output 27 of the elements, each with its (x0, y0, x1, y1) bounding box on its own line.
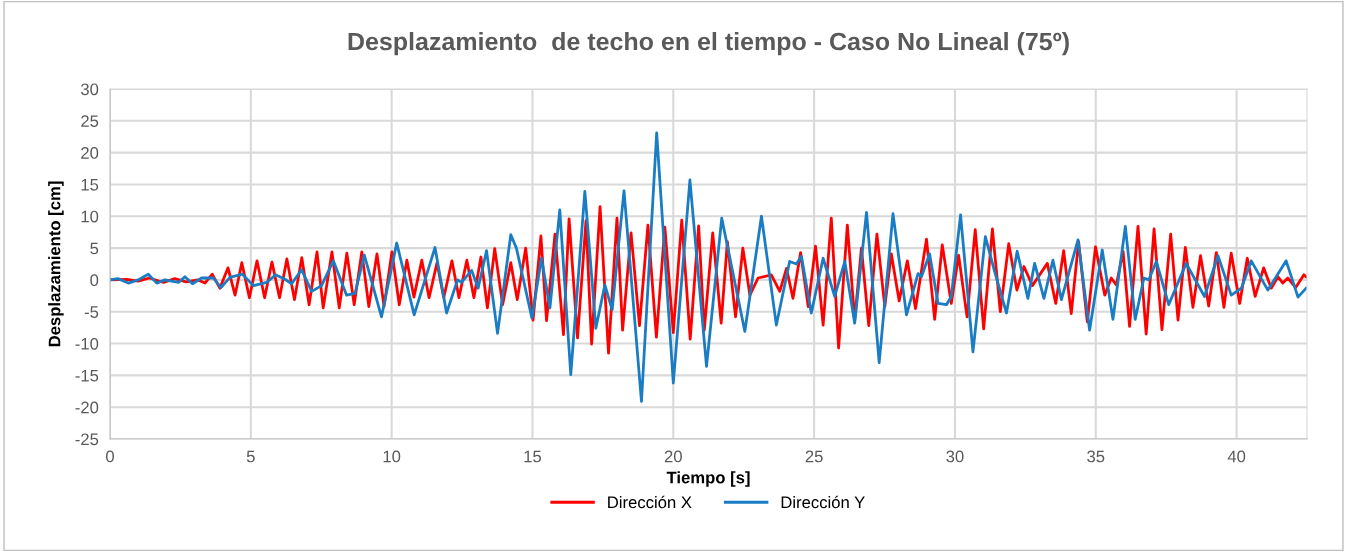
y-tick-label: -25 (75, 433, 99, 446)
x-tick-label: 10 (383, 450, 401, 463)
x-tick-label: 30 (946, 450, 964, 463)
y-tick-label: 30 (80, 83, 99, 96)
legend-label: Dirección Y (781, 495, 865, 509)
y-tick-label: -15 (75, 369, 99, 382)
y-tick-label: 25 (81, 115, 99, 128)
x-tick-label: 25 (805, 450, 823, 463)
legend-label: Dirección X (608, 495, 692, 509)
y-tick-label: 20 (81, 147, 99, 159)
x-axis-title: Tiempo [s] (666, 471, 750, 487)
y-tick-label: 5 (90, 242, 99, 255)
line-series (110, 131, 1307, 403)
y-axis-title: Desplazamiento [cm] (48, 181, 64, 347)
y-tick-label: -10 (75, 337, 99, 350)
x-tick-label: 0 (106, 450, 114, 463)
x-tick-label: 15 (524, 450, 542, 463)
chart-title: Desplazamiento de techo en el tiempo - Caso No Lineal (75º) (348, 31, 1069, 56)
y-tick-label: -5 (84, 306, 99, 318)
x-tick-label: 35 (1087, 450, 1105, 463)
x-tick-label: 5 (246, 450, 255, 463)
y-tick-label: 0 (90, 274, 99, 287)
x-tick-label: 40 (1227, 450, 1246, 463)
x-tick-label: 20 (664, 450, 682, 463)
y-tick-label: 15 (81, 179, 99, 191)
y-tick-label: -20 (75, 401, 99, 414)
y-tick-label: 10 (81, 210, 99, 223)
